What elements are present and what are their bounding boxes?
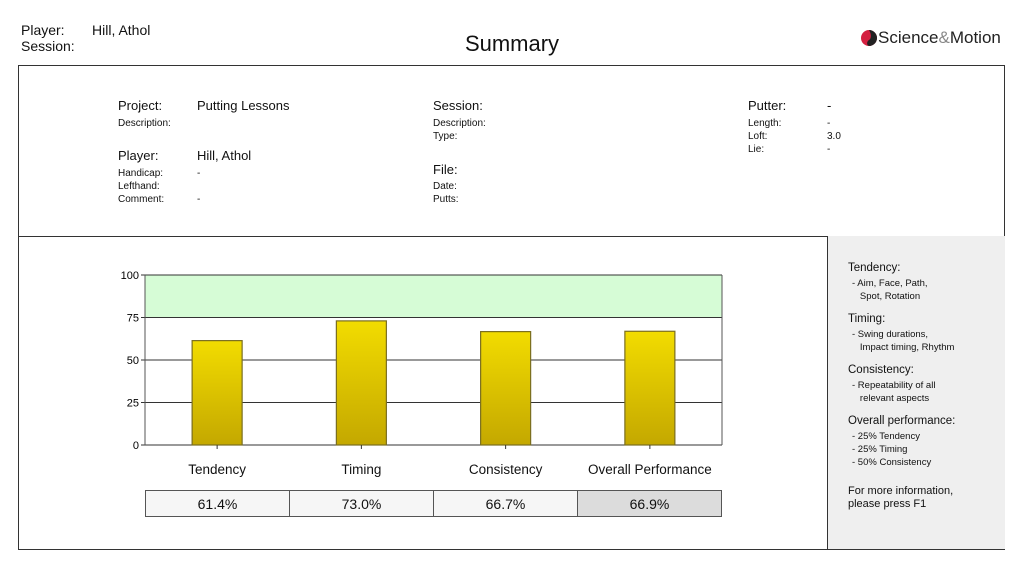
description-label: Description: (118, 118, 171, 129)
y-tick-label: 100 (121, 270, 139, 282)
length-value: - (827, 118, 831, 129)
putter-value: - (827, 98, 832, 113)
x-label: Overall Performance (587, 462, 712, 477)
type-label: Type: (433, 131, 458, 142)
y-tick-label: 50 (127, 355, 139, 367)
project-label: Project: (118, 98, 163, 113)
score-consistency: 66.7% (434, 491, 578, 516)
lie-value: - (827, 144, 831, 155)
logo-icon (861, 30, 877, 46)
bar-overall-performance (624, 330, 676, 446)
side-text-consistency: - Repeatability of all relevant aspects (852, 380, 936, 404)
info-player-label: Player: (118, 148, 159, 163)
x-label: Consistency (468, 462, 543, 477)
loft-value: 3.0 (827, 131, 841, 142)
score-table: 61.4% 73.0% 66.7% 66.9% (145, 490, 722, 517)
session-info-label: Session: (433, 98, 483, 113)
bar-tendency (191, 340, 243, 446)
file-label: File: (433, 162, 458, 177)
y-tick-label: 75 (127, 313, 139, 325)
handicap-value: - (197, 168, 201, 179)
x-label: Tendency (188, 462, 247, 477)
x-label: Timing (341, 462, 382, 477)
side-title-consistency: Consistency: (848, 364, 914, 376)
length-label: Length: (748, 118, 782, 129)
logo-text-science: Science (878, 28, 939, 47)
player-name: Hill, Athol (92, 22, 151, 38)
score-timing: 73.0% (290, 491, 434, 516)
score-overall: 66.9% (578, 491, 721, 516)
lie-label: Lie: (748, 144, 765, 155)
putts-label: Putts: (433, 194, 459, 205)
target-band (145, 275, 722, 318)
project-value: Putting Lessons (197, 98, 290, 113)
session-description-label: Description: (433, 118, 486, 129)
comment-label: Comment: (118, 194, 165, 205)
lefthand-label: Lefthand: (118, 181, 160, 192)
y-tick-label: 25 (127, 398, 139, 410)
bar-timing (335, 320, 387, 446)
side-title-tendency: Tendency: (848, 262, 901, 274)
side-text-tendency: - Aim, Face, Path, Spot, Rotation (852, 278, 928, 302)
logo-amp: & (938, 28, 950, 47)
logo-text-motion: Motion (949, 28, 1001, 47)
logo: Science & Motion (860, 28, 1001, 48)
putter-label: Putter: (748, 98, 787, 113)
help-text: For more information, please press F1 (848, 485, 954, 510)
side-text-overall: - 25% Tendency - 25% Timing - 50% Consis… (852, 431, 932, 468)
info-panel (18, 65, 1005, 237)
info-player-value: Hill, Athol (197, 148, 252, 163)
help-panel: Tendency: - Aim, Face, Path, Spot, Rotat… (827, 236, 1005, 549)
bar-consistency (480, 331, 532, 446)
score-tendency: 61.4% (146, 491, 290, 516)
side-title-overall: Overall performance: (848, 415, 956, 427)
page-title: Summary (464, 31, 560, 56)
session-label: Session: (21, 38, 75, 54)
comment-value: - (197, 194, 201, 205)
handicap-label: Handicap: (118, 168, 164, 179)
y-tick-label: 0 (133, 440, 139, 452)
side-title-timing: Timing: (848, 313, 886, 325)
player-label: Player: (21, 22, 65, 38)
loft-label: Loft: (748, 131, 768, 142)
side-text-timing: - Swing durations, Impact timing, Rhythm (852, 329, 955, 353)
date-label: Date: (433, 181, 457, 192)
